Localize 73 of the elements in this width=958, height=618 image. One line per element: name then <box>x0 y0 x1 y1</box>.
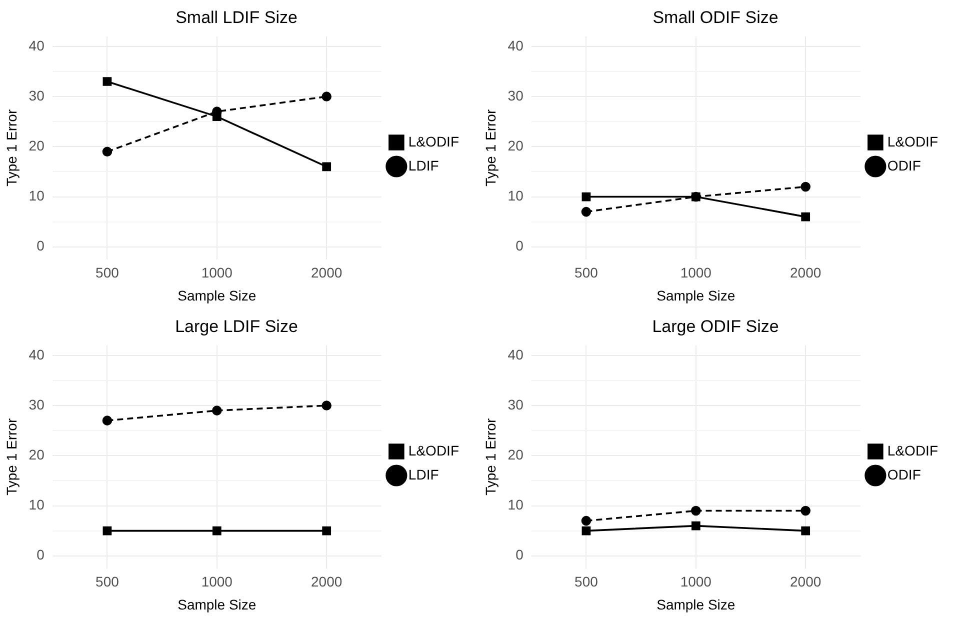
point <box>581 206 592 217</box>
point <box>212 406 222 416</box>
y-tick-label: 20 <box>28 446 45 463</box>
point <box>102 77 112 86</box>
legend-label: LDIF <box>408 157 439 174</box>
x-tick-label: 2000 <box>311 264 342 281</box>
y-tick-label: 10 <box>28 496 45 513</box>
point <box>102 146 112 157</box>
point <box>322 400 332 410</box>
legend-label: L&ODIF <box>408 442 460 458</box>
legend-label: LDIF <box>408 466 439 482</box>
point <box>800 182 810 192</box>
point <box>691 192 700 202</box>
point <box>691 521 700 530</box>
chart-title: Large ODIF Size <box>652 316 779 336</box>
y-tick-label: 20 <box>508 138 524 154</box>
x-tick-label: 500 <box>96 574 120 590</box>
chart-title: Small LDIF Size <box>176 8 298 27</box>
point <box>212 526 222 536</box>
point <box>691 506 701 516</box>
y-axis-title: Type 1 Error <box>482 109 498 186</box>
y-tick-label: 10 <box>508 496 524 513</box>
y-tick-label: 0 <box>516 546 524 563</box>
y-tick-label: 10 <box>508 188 524 204</box>
chart-title: Small ODIF Size <box>652 8 778 27</box>
y-tick-label: 30 <box>28 87 45 104</box>
x-tick-label: 2000 <box>790 264 822 281</box>
x-tick-label: 1000 <box>680 574 712 590</box>
x-tick-label: 2000 <box>790 574 822 590</box>
x-tick-label: 500 <box>96 264 120 281</box>
point <box>322 526 332 536</box>
x-tick-label: 1000 <box>201 264 233 281</box>
point <box>581 516 592 526</box>
x-axis-title: Sample Size <box>656 287 736 304</box>
y-axis-title: Type 1 Error <box>3 109 20 186</box>
x-axis-title: Sample Size <box>656 596 736 612</box>
point <box>800 506 810 516</box>
point <box>322 92 332 102</box>
y-tick-label: 30 <box>28 396 45 412</box>
y-tick-label: 0 <box>36 546 45 563</box>
x-tick-label: 1000 <box>201 574 233 590</box>
y-tick-label: 30 <box>508 87 524 104</box>
y-tick-label: 40 <box>28 37 45 54</box>
y-tick-label: 40 <box>508 37 524 54</box>
y-tick-label: 10 <box>28 188 45 204</box>
y-axis-title: Type 1 Error <box>3 418 20 496</box>
y-tick-label: 0 <box>36 238 45 254</box>
x-tick-label: 500 <box>574 264 598 281</box>
x-tick-label: 2000 <box>311 574 342 590</box>
y-tick-label: 0 <box>516 238 524 254</box>
point <box>801 212 810 222</box>
y-tick-label: 40 <box>508 346 524 362</box>
legend-label: L&ODIF <box>887 133 938 150</box>
x-tick-label: 500 <box>574 574 598 590</box>
point <box>102 416 112 426</box>
y-axis-title: Type 1 Error <box>482 418 498 496</box>
x-tick-label: 1000 <box>680 264 712 281</box>
point <box>582 192 591 202</box>
legend-label: L&ODIF <box>887 442 938 458</box>
legend-label: L&ODIF <box>408 133 460 150</box>
y-tick-label: 20 <box>28 138 45 154</box>
y-tick-label: 40 <box>28 346 45 362</box>
y-tick-label: 30 <box>508 396 524 412</box>
point <box>582 526 591 536</box>
x-axis-title: Sample Size <box>178 287 256 304</box>
x-axis-title: Sample Size <box>178 596 256 612</box>
point <box>322 162 332 172</box>
legend-label: ODIF <box>887 157 921 174</box>
chart-title: Large LDIF Size <box>175 316 298 336</box>
y-tick-label: 20 <box>508 446 524 463</box>
point <box>801 526 810 536</box>
legend-label: ODIF <box>887 466 921 482</box>
point <box>102 526 112 536</box>
